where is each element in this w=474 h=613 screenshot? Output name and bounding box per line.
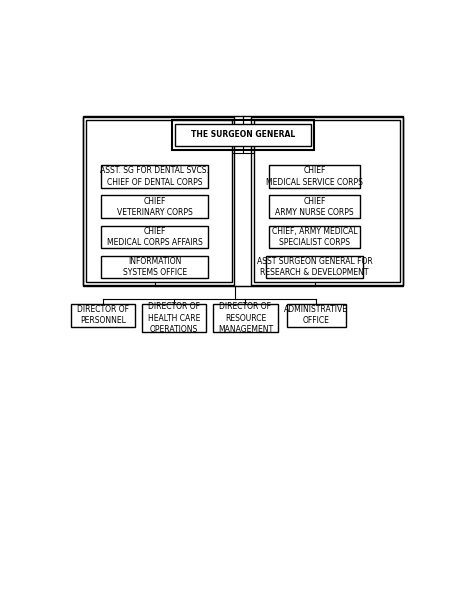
Bar [71,304,136,327]
Bar [254,120,400,282]
Bar [269,165,360,188]
Bar [266,256,363,278]
Bar [83,116,403,286]
Bar [101,226,208,248]
Bar [175,124,311,147]
Text: ADMINISTRATIVE
OFFICE: ADMINISTRATIVE OFFICE [284,305,348,326]
Bar [101,165,208,188]
Text: CHIEF
ARMY NURSE CORPS: CHIEF ARMY NURSE CORPS [275,197,354,217]
Bar [83,116,235,286]
Bar [101,196,208,218]
Bar [86,120,232,282]
Bar [142,304,206,332]
Text: DIRECTOR OF
PERSONNEL: DIRECTOR OF PERSONNEL [77,305,129,326]
Text: CHIEF
MEDICAL SERVICE CORPS: CHIEF MEDICAL SERVICE CORPS [266,166,363,186]
Text: DIRECTOR OF
RESOURCE
MANAGEMENT: DIRECTOR OF RESOURCE MANAGEMENT [218,302,273,333]
Text: DIRECTOR OF
HEALTH CARE
OPERATIONS: DIRECTOR OF HEALTH CARE OPERATIONS [148,302,201,333]
Bar [269,196,360,218]
Text: THE SURGEON GENERAL: THE SURGEON GENERAL [191,131,295,139]
Bar [251,116,403,286]
Bar [213,304,278,332]
Text: CHIEF, ARMY MEDICAL
SPECIALIST CORPS: CHIEF, ARMY MEDICAL SPECIALIST CORPS [272,227,357,247]
Bar [101,256,208,278]
Bar [172,120,314,150]
Text: INFORMATION
SYSTEMS OFFICE: INFORMATION SYSTEMS OFFICE [123,257,187,277]
Text: CHIEF
VETERINARY CORPS: CHIEF VETERINARY CORPS [117,197,192,217]
Text: ASST. SG FOR DENTAL SVCS.
CHIEF OF DENTAL CORPS: ASST. SG FOR DENTAL SVCS. CHIEF OF DENTA… [100,166,209,186]
Text: CHIEF
MEDICAL CORPS AFFAIRS: CHIEF MEDICAL CORPS AFFAIRS [107,227,203,247]
Bar [287,304,346,327]
Text: ASST SURGEON GENERAL FOR
RESEARCH & DEVELOPMENT: ASST SURGEON GENERAL FOR RESEARCH & DEVE… [257,257,373,277]
Bar [269,226,360,248]
